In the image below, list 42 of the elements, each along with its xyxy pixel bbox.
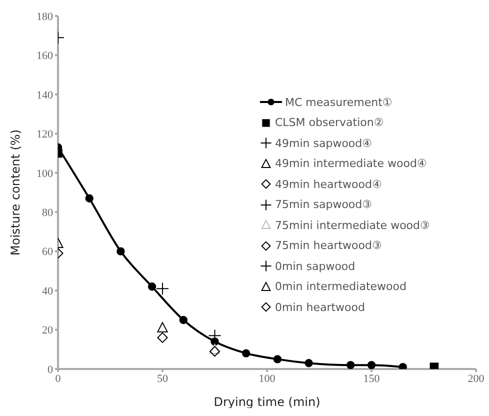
y-tick-label: 0: [48, 364, 54, 376]
legend-label: 49min intermediate wood④: [275, 157, 427, 170]
point: [209, 344, 220, 354]
point: [116, 247, 125, 256]
y-tick-label: 180: [36, 10, 54, 23]
point: [209, 346, 220, 357]
legend-label: 49min sapwood④: [275, 136, 372, 150]
point: [304, 359, 313, 368]
point: [346, 360, 355, 369]
point: [367, 360, 376, 369]
y-tick-label: 40: [42, 285, 54, 298]
y-tick-label: 20: [42, 324, 54, 337]
y-axis-title: Moisture content (%): [8, 130, 22, 256]
legend-label: 75mini intermediate wood③: [275, 218, 430, 232]
legend-label: 75min sapwood③: [275, 198, 372, 212]
legend-label: 0min heartwood: [275, 300, 365, 314]
point: [157, 322, 168, 332]
legend-label: 0min sapwood: [275, 260, 356, 273]
legend-label: 75min heartwood③: [275, 239, 382, 252]
point: [179, 316, 188, 324]
y-tick-label: 160: [36, 50, 54, 62]
y-tick-label: 100: [36, 168, 54, 180]
point: [85, 194, 94, 202]
y-tick-label: 60: [42, 246, 54, 258]
y-tick-label: 80: [42, 207, 54, 220]
legend-label: CLSM observation②: [275, 116, 384, 130]
x-tick-label: 200: [468, 372, 485, 385]
point: [156, 282, 169, 296]
legend-label: 49min heartwood④: [275, 178, 382, 191]
x-tick-label: 100: [258, 372, 276, 385]
x-tick-label: 0: [55, 372, 62, 385]
x-tick-label: 150: [363, 372, 380, 385]
legend-label: MC measurement①: [285, 96, 392, 109]
point: [242, 349, 250, 358]
x-tick-label: 50: [157, 372, 168, 385]
legend-label: 0min intermediatewood: [275, 280, 406, 294]
point: [273, 355, 282, 364]
point: [398, 362, 407, 369]
point: [148, 282, 156, 291]
point: [157, 332, 168, 343]
y-tick-label: 140: [36, 89, 54, 102]
y-tick-label: 120: [36, 128, 54, 141]
